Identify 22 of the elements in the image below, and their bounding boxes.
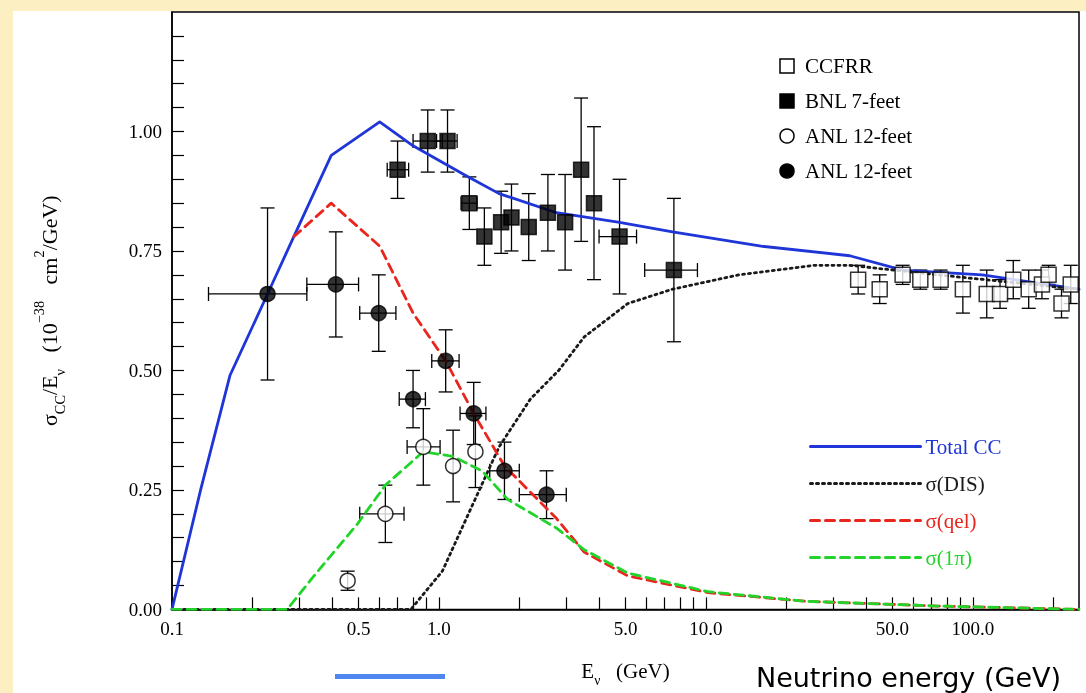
legend-label: ANL 12-feet [805, 159, 913, 183]
x-tick-label: 100.0 [951, 618, 995, 640]
y-tick-label: 1.00 [128, 120, 162, 142]
y-tick-label: 0.00 [128, 598, 162, 620]
x-tick-label: 10.0 [689, 618, 723, 640]
text: σCC/Eν (10−38 cm2/GeV) [30, 195, 68, 427]
text: σ(qel) [925, 508, 977, 533]
legend-label: CCFRR [805, 54, 873, 78]
y-tick-label: 0.50 [128, 359, 162, 381]
legend-label: ANL 12-feet [805, 124, 913, 148]
x-tick-label: 50.0 [875, 618, 910, 640]
text: Total CC [925, 434, 1002, 459]
y-tick-label: 0.25 [128, 479, 162, 501]
legend-label: BNL 7-feet [805, 89, 901, 113]
x-tick-label: 1.0 [427, 618, 451, 640]
text: Neutrino energy (GeV) [755, 662, 1062, 693]
x-tick-label: 5.0 [613, 618, 638, 640]
y-tick-label: 0.75 [128, 240, 162, 262]
x-tick-label: 0.1 [160, 618, 184, 640]
series-label: σ(1π) [925, 545, 972, 570]
text: σ(DIS) [925, 471, 985, 496]
x-tick-label: 0.5 [346, 618, 371, 640]
